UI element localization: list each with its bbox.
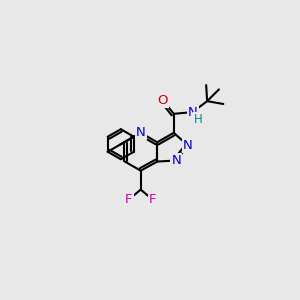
Text: N: N [136, 126, 146, 139]
Text: H: H [194, 112, 202, 125]
Text: O: O [158, 94, 168, 106]
Text: N: N [188, 106, 198, 118]
Text: F: F [149, 193, 156, 206]
Text: F: F [125, 193, 133, 206]
Text: N: N [183, 139, 193, 152]
Text: N: N [171, 154, 181, 167]
